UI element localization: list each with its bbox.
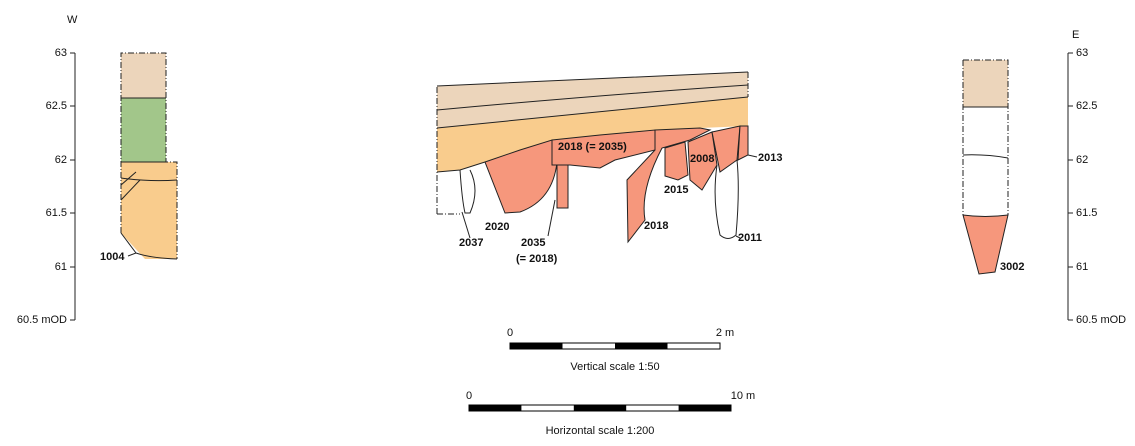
- leader: [748, 155, 757, 157]
- tick-marks: [1068, 53, 1073, 320]
- tick-label: 61.5: [46, 207, 67, 219]
- tick-label: 61: [1076, 261, 1088, 273]
- scale-segment: [469, 405, 521, 411]
- scale-end: 2 m: [716, 327, 734, 339]
- context-label: 2020: [485, 221, 509, 233]
- feature: [665, 142, 688, 180]
- scale-segment: [615, 343, 668, 349]
- scale-segment: [679, 405, 731, 411]
- context-label: 2018 (= 2035): [558, 141, 627, 153]
- tick-label: 63: [1076, 47, 1088, 59]
- tick-label: 61.5: [1076, 207, 1097, 219]
- east-column: 3002: [963, 60, 1024, 274]
- tick-label: 62.5: [46, 100, 67, 112]
- leader: [128, 253, 136, 256]
- vertical-scale: 0 2 m Vertical scale 1:50: [507, 327, 734, 373]
- context-label: 2018: [644, 220, 668, 232]
- context-label: 2008: [690, 153, 714, 165]
- layer: [121, 53, 166, 98]
- context-label: 2013: [758, 152, 782, 164]
- section-drawing: W 63 62.5 62 61.5 61 60.5 mOD 1004: [0, 0, 1135, 446]
- scale-caption: Vertical scale 1:50: [570, 361, 659, 373]
- context-label: 2037: [459, 237, 483, 249]
- west-column: 1004: [100, 53, 177, 263]
- scale-segment: [574, 405, 626, 411]
- feature: [738, 126, 748, 160]
- tick-label: 62: [1076, 154, 1088, 166]
- layer: [963, 60, 1008, 107]
- tick-label: 60.5 mOD: [17, 314, 67, 326]
- scale-segment: [510, 343, 563, 349]
- context-label: 2015: [664, 184, 688, 196]
- leader: [462, 212, 470, 238]
- layer: [121, 98, 166, 162]
- scale-end: 10 m: [731, 390, 755, 402]
- tick-label: 62: [55, 154, 67, 166]
- context-label: (= 2018): [516, 253, 558, 265]
- tick-label: 62.5: [1076, 100, 1097, 112]
- left-axis: W 63 62.5 62 61.5 61 60.5 mOD: [17, 14, 78, 326]
- scale-caption: Horizontal scale 1:200: [546, 425, 655, 437]
- context-label: 2011: [738, 232, 762, 244]
- direction-label: E: [1072, 29, 1079, 41]
- tick-label: 61: [55, 261, 67, 273]
- tick-marks: [70, 53, 75, 320]
- layer-lines: [963, 107, 1008, 158]
- leader: [548, 200, 555, 236]
- tick-label: 63: [55, 47, 67, 59]
- horizontal-scale: 0 10 m Horizontal scale 1:200: [466, 390, 755, 437]
- context-label: 1004: [100, 251, 125, 263]
- context-label: 3002: [1000, 261, 1024, 273]
- context-label: 2035: [521, 237, 545, 249]
- right-axis: E 63 62.5 62 61.5 61 60.5 mOD: [1068, 29, 1126, 326]
- tick-label: 60.5 mOD: [1076, 314, 1126, 326]
- main-section: 2037 2020 2035 (= 2018) 2018 (= 2035) 20…: [437, 72, 782, 265]
- scale-start: 0: [507, 327, 513, 339]
- scale-start: 0: [466, 390, 472, 402]
- direction-label: W: [67, 14, 78, 26]
